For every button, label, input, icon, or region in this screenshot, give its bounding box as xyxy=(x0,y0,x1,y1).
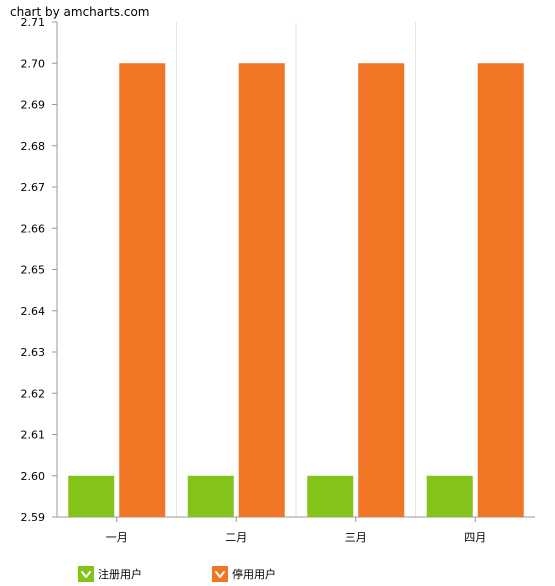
bar-registered-1[interactable] xyxy=(68,475,115,517)
bar-disabled-1[interactable] xyxy=(119,63,166,517)
bar-disabled-3[interactable] xyxy=(358,63,405,517)
bar-registered-4[interactable] xyxy=(426,475,473,517)
bar-disabled-4[interactable] xyxy=(477,63,524,517)
x-tick-label: 一月 xyxy=(106,531,128,544)
legend-swatch-1[interactable] xyxy=(78,566,94,582)
y-tick-label: 2.66 xyxy=(21,222,46,235)
bar-registered-2[interactable] xyxy=(187,475,234,517)
bar-disabled-2[interactable] xyxy=(238,63,285,517)
y-tick-label: 2.60 xyxy=(21,470,46,483)
y-tick-label: 2.68 xyxy=(21,140,46,153)
legend-swatch-2[interactable] xyxy=(212,566,228,582)
y-tick-label: 2.69 xyxy=(21,99,46,112)
bar-registered-3[interactable] xyxy=(307,475,354,517)
y-tick-label: 2.64 xyxy=(21,305,46,318)
y-tick-label: 2.62 xyxy=(21,387,46,400)
chart-credit[interactable]: chart by amcharts.com xyxy=(10,5,150,19)
legend-check-icon xyxy=(215,571,225,578)
legend-check-icon xyxy=(81,571,91,578)
y-tick-label: 2.63 xyxy=(21,346,46,359)
x-tick-label: 四月 xyxy=(464,531,486,544)
y-tick-label: 2.65 xyxy=(21,264,46,277)
y-tick-label: 2.71 xyxy=(21,16,46,29)
y-tick-label: 2.70 xyxy=(21,57,46,70)
y-tick-label: 2.67 xyxy=(21,181,46,194)
legend-label-2[interactable]: 停用用户 xyxy=(232,567,276,581)
x-tick-label: 三月 xyxy=(345,531,367,544)
x-tick-label: 二月 xyxy=(225,531,247,544)
legend-label-1[interactable]: 注册用户 xyxy=(98,567,142,581)
y-tick-label: 2.59 xyxy=(21,511,46,524)
y-tick-label: 2.61 xyxy=(21,429,46,442)
